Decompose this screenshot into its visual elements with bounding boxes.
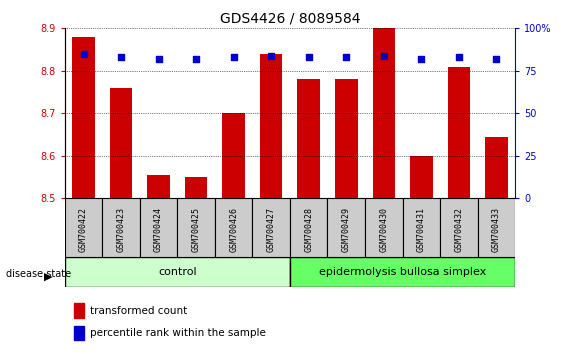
Text: percentile rank within the sample: percentile rank within the sample	[90, 329, 265, 338]
Text: GSM700431: GSM700431	[417, 207, 426, 252]
Bar	[215, 198, 252, 257]
Text: transformed count: transformed count	[90, 306, 187, 316]
Bar	[72, 37, 95, 198]
Bar	[140, 198, 177, 257]
Text: GSM700428: GSM700428	[304, 207, 313, 252]
Bar	[177, 198, 215, 257]
Bar	[410, 156, 432, 198]
Bar	[365, 198, 403, 257]
Point	[229, 55, 238, 60]
Bar	[485, 137, 508, 198]
Text: GSM700425: GSM700425	[191, 207, 200, 252]
Text: ▶: ▶	[43, 272, 52, 282]
Bar	[477, 198, 515, 257]
Text: epidermolysis bullosa simplex: epidermolysis bullosa simplex	[319, 267, 486, 277]
Bar	[290, 257, 515, 287]
Text: GSM700426: GSM700426	[229, 207, 238, 252]
Bar	[260, 54, 283, 198]
Point	[417, 56, 426, 62]
Point	[267, 53, 276, 58]
Point	[454, 55, 463, 60]
Bar	[290, 198, 328, 257]
Bar	[328, 198, 365, 257]
Bar	[335, 79, 358, 198]
Bar	[222, 113, 245, 198]
Text: GSM700429: GSM700429	[342, 207, 351, 252]
Text: disease state: disease state	[6, 269, 71, 279]
Bar	[102, 198, 140, 257]
Text: control: control	[158, 267, 196, 277]
Bar	[373, 28, 395, 198]
Point	[191, 56, 200, 62]
Bar	[65, 257, 290, 287]
Text: GSM700432: GSM700432	[454, 207, 463, 252]
Point	[492, 56, 501, 62]
Bar	[110, 88, 132, 198]
Text: GSM700433: GSM700433	[492, 207, 501, 252]
Text: GSM700424: GSM700424	[154, 207, 163, 252]
Point	[154, 56, 163, 62]
Bar	[185, 177, 207, 198]
Bar	[448, 67, 470, 198]
Title: GDS4426 / 8089584: GDS4426 / 8089584	[220, 12, 360, 26]
Bar	[74, 303, 84, 318]
Bar	[74, 326, 84, 340]
Bar	[403, 198, 440, 257]
Bar	[440, 198, 477, 257]
Point	[79, 51, 88, 57]
Point	[117, 55, 126, 60]
Bar	[65, 198, 102, 257]
Point	[342, 55, 351, 60]
Text: GSM700422: GSM700422	[79, 207, 88, 252]
Bar	[297, 79, 320, 198]
Bar	[148, 175, 170, 198]
Point	[304, 55, 313, 60]
Text: GSM700423: GSM700423	[117, 207, 126, 252]
Bar	[252, 198, 290, 257]
Text: GSM700430: GSM700430	[379, 207, 388, 252]
Text: GSM700427: GSM700427	[267, 207, 276, 252]
Point	[379, 53, 388, 58]
